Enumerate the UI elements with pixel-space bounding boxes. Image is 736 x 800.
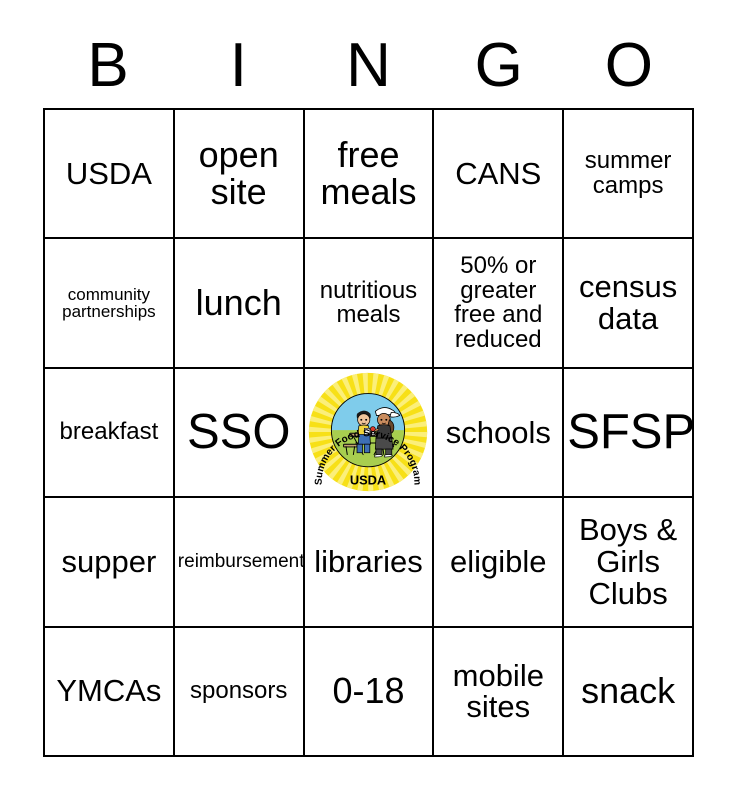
bingo-cell[interactable]: snack (564, 627, 694, 757)
bingo-cell[interactable]: open site (174, 110, 305, 240)
header-letter-g: G (474, 31, 523, 100)
bingo-cell-free-space[interactable]: Summer Food Service Program USDA (304, 368, 435, 499)
sunburst-ray (403, 432, 428, 438)
sunburst-ray (313, 406, 338, 420)
bingo-cell[interactable]: USDA (45, 110, 175, 240)
free-space-logo: Summer Food Service Program USDA (305, 369, 433, 496)
bingo-cell[interactable]: census data (564, 239, 694, 369)
bingo-cell-label: nutritious meals (319, 276, 418, 329)
bingo-cell-label: community partnerships (62, 284, 156, 322)
bingo-cell[interactable]: SSO (174, 368, 305, 499)
bingo-cell[interactable]: sponsors (174, 627, 305, 757)
bingo-cell-label: schools (445, 414, 551, 450)
header-letter-i: I (229, 31, 247, 100)
bingo-cell-label: census data (578, 269, 678, 337)
bingo-cell-label: SFSP (567, 404, 694, 459)
bingo-cell-label: reimbursement (177, 551, 305, 573)
sunburst-ray (337, 462, 353, 486)
sunburst-ray (332, 382, 351, 405)
sunburst-ray (357, 466, 366, 492)
header-letter-o: O (604, 31, 654, 100)
bingo-cell-label: snack (581, 669, 676, 711)
bingo-cell[interactable]: lunch (174, 239, 305, 369)
sunburst-rays (309, 373, 428, 492)
sunburst-ray (374, 465, 385, 491)
bingo-cell-label: 50% or greater free and reduced (454, 252, 543, 353)
sunburst-ray (342, 377, 356, 402)
bingo-cell-label: open site (198, 133, 279, 212)
summer-food-service-program-logo-icon: Summer Food Service Program USDA (309, 373, 428, 492)
bingo-cell[interactable]: nutritious meals (304, 239, 435, 369)
bingo-cell[interactable]: SFSP (564, 368, 694, 499)
sunburst-ray (309, 427, 334, 433)
bingo-cell-label: 0-18 (332, 669, 405, 711)
bingo-cell[interactable]: YMCAs (45, 627, 175, 757)
bingo-cell[interactable]: free meals (304, 110, 435, 240)
bingo-cell[interactable]: supper (45, 498, 175, 628)
bingo-cell-label: YMCAs (56, 673, 162, 709)
sunburst-ray (394, 392, 416, 412)
bingo-cell-label: sponsors (190, 677, 288, 705)
sunburst-ray (400, 411, 426, 423)
sunburst-ray (309, 435, 335, 444)
bingo-cell[interactable]: community partnerships (45, 239, 175, 369)
header-letter-b: B (87, 31, 129, 100)
sunburst-ray (392, 455, 413, 477)
bingo-cell-label: lunch (195, 281, 282, 323)
sunburst-ray (371, 373, 380, 399)
bingo-cell-label: free meals (320, 133, 417, 212)
sunburst-ray (377, 375, 390, 401)
sunburst-ray (321, 453, 343, 473)
bingo-cell[interactable]: eligible (434, 498, 565, 628)
bingo-cell-label: CANS (455, 155, 542, 191)
bingo-cell[interactable]: mobile sites (434, 627, 565, 757)
bingo-header: B I N G O (43, 24, 694, 108)
bingo-cell[interactable]: summer camps (564, 110, 694, 240)
bingo-cell-label: libraries (314, 544, 423, 580)
sunburst-ray (311, 442, 337, 454)
bingo-cell-label: eligible (450, 544, 547, 580)
logo-adult (369, 407, 401, 458)
sunburst-ray (352, 374, 362, 400)
sunburst-ray (399, 445, 424, 459)
bingo-cell[interactable]: breakfast (45, 368, 175, 499)
bingo-cell[interactable]: 0-18 (304, 627, 435, 757)
logo-food (364, 426, 377, 436)
bingo-cell[interactable]: Boys & Girls Clubs (564, 498, 694, 628)
bingo-cell-label: mobile sites (452, 657, 544, 725)
bingo-cell[interactable]: schools (434, 368, 565, 499)
header-letter-n: N (346, 31, 391, 100)
bingo-grid: USDA open site free meals CANS summer camps c… (43, 108, 694, 757)
bingo-cell[interactable]: reimbursement (174, 498, 305, 628)
bingo-cell-label: supper (61, 544, 157, 580)
bingo-cell[interactable]: 50% or greater free and reduced (434, 239, 565, 369)
bingo-cell-label: summer camps (584, 147, 672, 199)
sunburst-ray (383, 379, 400, 403)
sunburst-ray (389, 385, 409, 407)
sunburst-ray (328, 458, 348, 480)
sunburst-ray (324, 388, 345, 410)
bingo-cell-label: SSO (186, 404, 291, 459)
sunburst-ray (315, 448, 339, 464)
sunburst-ray (396, 450, 419, 468)
sunburst-ray (310, 416, 336, 427)
sunburst-ray (402, 421, 428, 430)
bingo-cell-label: breakfast (59, 418, 159, 446)
sunburst-ray (381, 463, 395, 488)
sunburst-ray (401, 438, 427, 449)
sunburst-ray (386, 460, 405, 483)
logo-bottom-text: USDA (350, 473, 386, 488)
bingo-cell-label: USDA (65, 155, 152, 191)
sunburst-ray (363, 373, 369, 398)
bingo-cell-label: Boys & Girls Clubs (578, 512, 678, 611)
sunburst-ray (318, 397, 341, 415)
sunburst-ray (347, 464, 359, 490)
sunburst-ray (398, 401, 422, 417)
bingo-cell[interactable]: CANS (434, 110, 565, 240)
bingo-cell[interactable]: libraries (304, 498, 435, 628)
sunburst-ray (368, 467, 374, 492)
